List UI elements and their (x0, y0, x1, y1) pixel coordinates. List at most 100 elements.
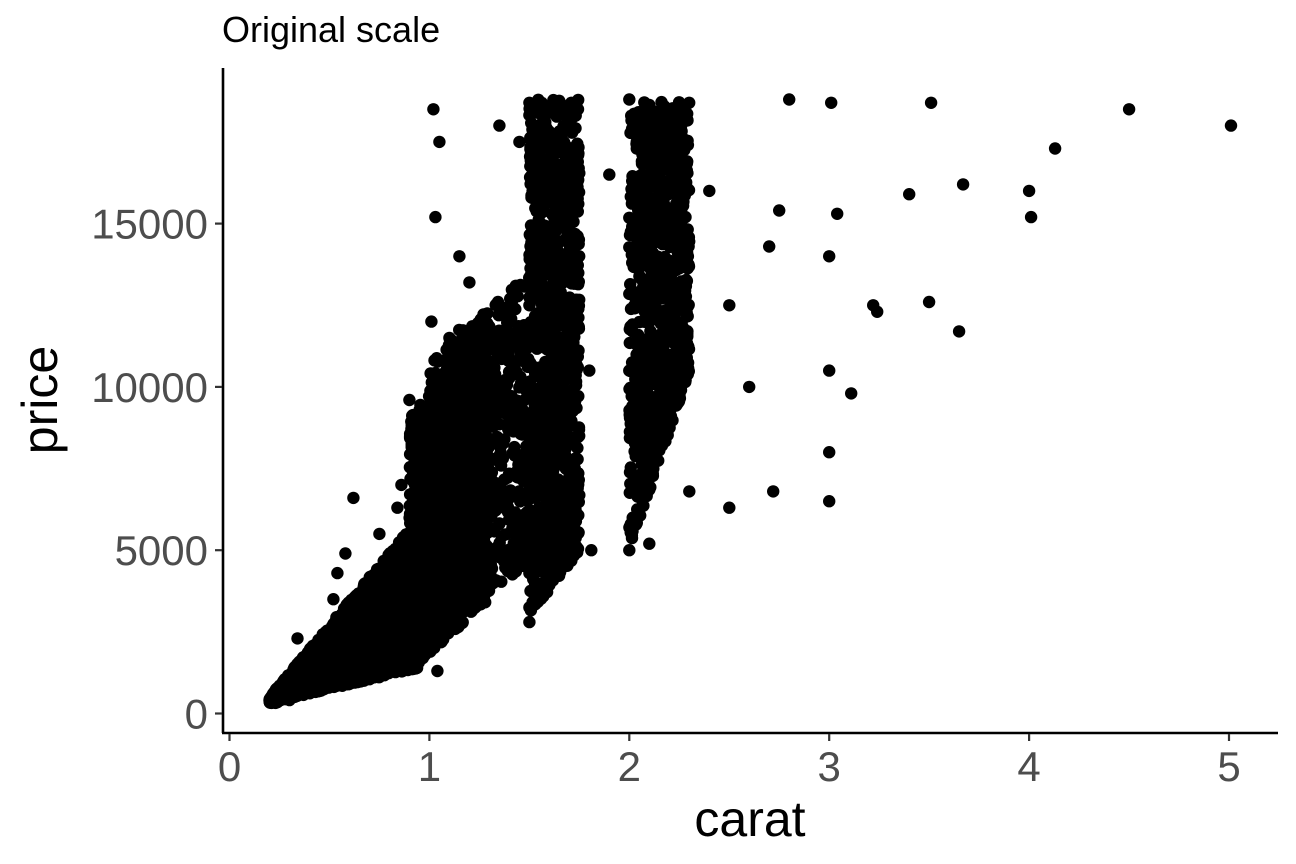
data-point (389, 642, 403, 655)
data-point (445, 408, 459, 421)
data-point (514, 427, 527, 441)
data-point (471, 379, 484, 393)
data-point (469, 392, 483, 405)
data-point (566, 352, 579, 366)
data-point (564, 533, 577, 546)
data-point (508, 361, 521, 375)
data-point (326, 628, 340, 642)
data-point (373, 607, 386, 620)
data-point (560, 310, 573, 323)
data-point (428, 485, 442, 499)
data-point (323, 650, 336, 664)
data-point (531, 400, 544, 413)
data-point (572, 162, 585, 175)
data-point (379, 619, 392, 633)
data-point (530, 205, 543, 218)
data-point (432, 552, 445, 566)
data-point (445, 463, 459, 476)
data-point (538, 586, 551, 600)
data-point (341, 675, 354, 689)
data-point (508, 544, 521, 557)
data-point (489, 298, 502, 312)
data-point (482, 465, 495, 478)
data-point (412, 654, 425, 668)
data-point (569, 150, 582, 164)
data-point (490, 345, 503, 358)
data-point (531, 119, 545, 132)
data-point (340, 644, 354, 657)
data-point (470, 478, 483, 491)
data-point (450, 364, 463, 377)
data-point (530, 276, 543, 290)
data-point (547, 209, 560, 222)
data-point (461, 411, 474, 425)
data-point (440, 570, 453, 583)
data-point (495, 575, 508, 588)
data-point (469, 523, 482, 536)
data-point (456, 425, 470, 438)
data-point (553, 130, 566, 143)
data-point (505, 295, 518, 309)
data-point (411, 442, 424, 455)
data-point (560, 181, 573, 195)
data-point (553, 527, 566, 540)
data-point (560, 410, 573, 423)
data-point (488, 373, 502, 386)
chart-title: Original scale (222, 9, 440, 50)
data-point (461, 566, 474, 580)
data-point (449, 622, 462, 636)
data-point (561, 437, 574, 450)
data-point (370, 597, 383, 610)
data-point (530, 155, 543, 168)
data-point (548, 565, 561, 578)
data-point (384, 584, 398, 597)
data-point (554, 195, 567, 208)
data-point (505, 390, 518, 403)
data-point (428, 354, 441, 367)
data-point (538, 540, 551, 553)
data-point (535, 260, 548, 274)
data-point (525, 540, 538, 553)
data-point (543, 188, 556, 202)
data-point (484, 355, 498, 369)
data-point (536, 139, 549, 152)
data-point (487, 386, 501, 399)
data-point (512, 485, 526, 498)
data-point (464, 441, 478, 454)
data-point (362, 653, 375, 666)
data-point (412, 584, 426, 597)
data-point (410, 458, 423, 471)
data-point (546, 223, 559, 236)
data-point (542, 436, 556, 449)
data-point (556, 510, 569, 524)
data-point (511, 471, 524, 484)
data-point (571, 453, 584, 466)
data-point (525, 168, 539, 181)
data-point (353, 638, 367, 651)
data-point (532, 478, 545, 492)
data-point (444, 422, 457, 435)
data-point (501, 564, 515, 578)
data-point (511, 325, 525, 339)
data-point (357, 599, 371, 612)
data-point (548, 173, 562, 187)
data-point (532, 562, 546, 576)
data-point (503, 352, 516, 365)
data-point (553, 448, 566, 462)
data-point (527, 596, 540, 609)
data-point (539, 247, 552, 260)
data-point (498, 399, 511, 412)
data-point (428, 386, 441, 399)
data-point (432, 418, 445, 432)
data-point (474, 416, 488, 430)
data-point (498, 473, 511, 486)
data-point (566, 239, 579, 252)
data-point (524, 219, 538, 232)
data-point (545, 268, 558, 282)
data-point (561, 559, 574, 572)
data-point (513, 555, 526, 568)
data-point (543, 362, 556, 376)
data-point (364, 585, 377, 598)
data-point (508, 440, 521, 454)
data-point (435, 452, 448, 465)
